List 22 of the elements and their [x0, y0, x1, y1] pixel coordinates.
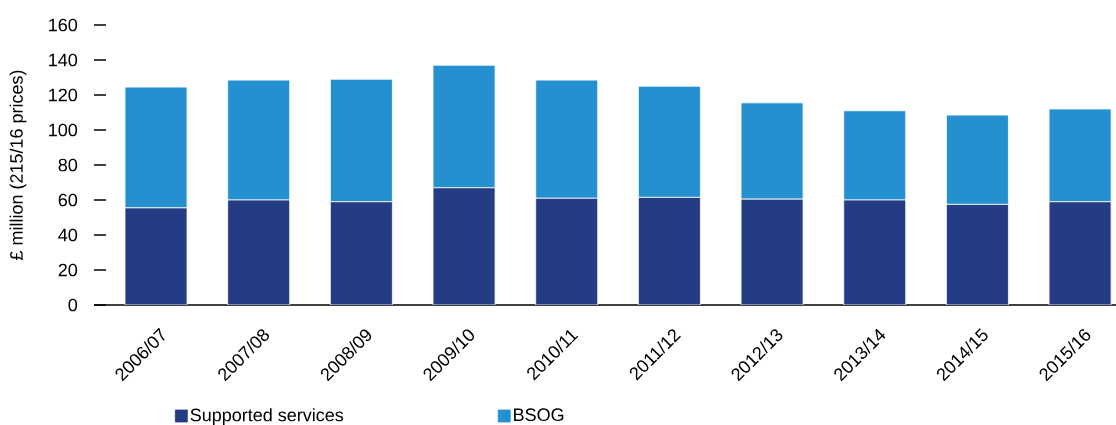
y-tick-label: 60 — [58, 193, 78, 207]
y-tick-label: 120 — [49, 88, 78, 102]
bar — [124, 207, 188, 305]
bar — [843, 199, 907, 305]
bar — [1048, 201, 1112, 305]
y-tick-label: 0 — [68, 298, 78, 312]
y-axis-title: £ million (215/16 prices) — [9, 70, 27, 261]
bar — [227, 199, 291, 305]
bar — [329, 201, 393, 305]
bar — [637, 196, 701, 305]
y-tick-label: 80 — [58, 158, 78, 172]
y-tick-label: 40 — [58, 228, 78, 242]
y-tick-label: 160 — [49, 18, 78, 32]
bar — [432, 187, 496, 305]
legend-label: Supported services — [190, 408, 344, 425]
y-tick-label: 140 — [49, 53, 78, 67]
bar — [946, 203, 1009, 305]
legend-label: BSOG — [514, 408, 564, 422]
y-tick-label: 100 — [49, 123, 78, 137]
bar — [535, 197, 599, 305]
bar — [740, 198, 804, 305]
y-tick-label: 20 — [58, 263, 78, 277]
